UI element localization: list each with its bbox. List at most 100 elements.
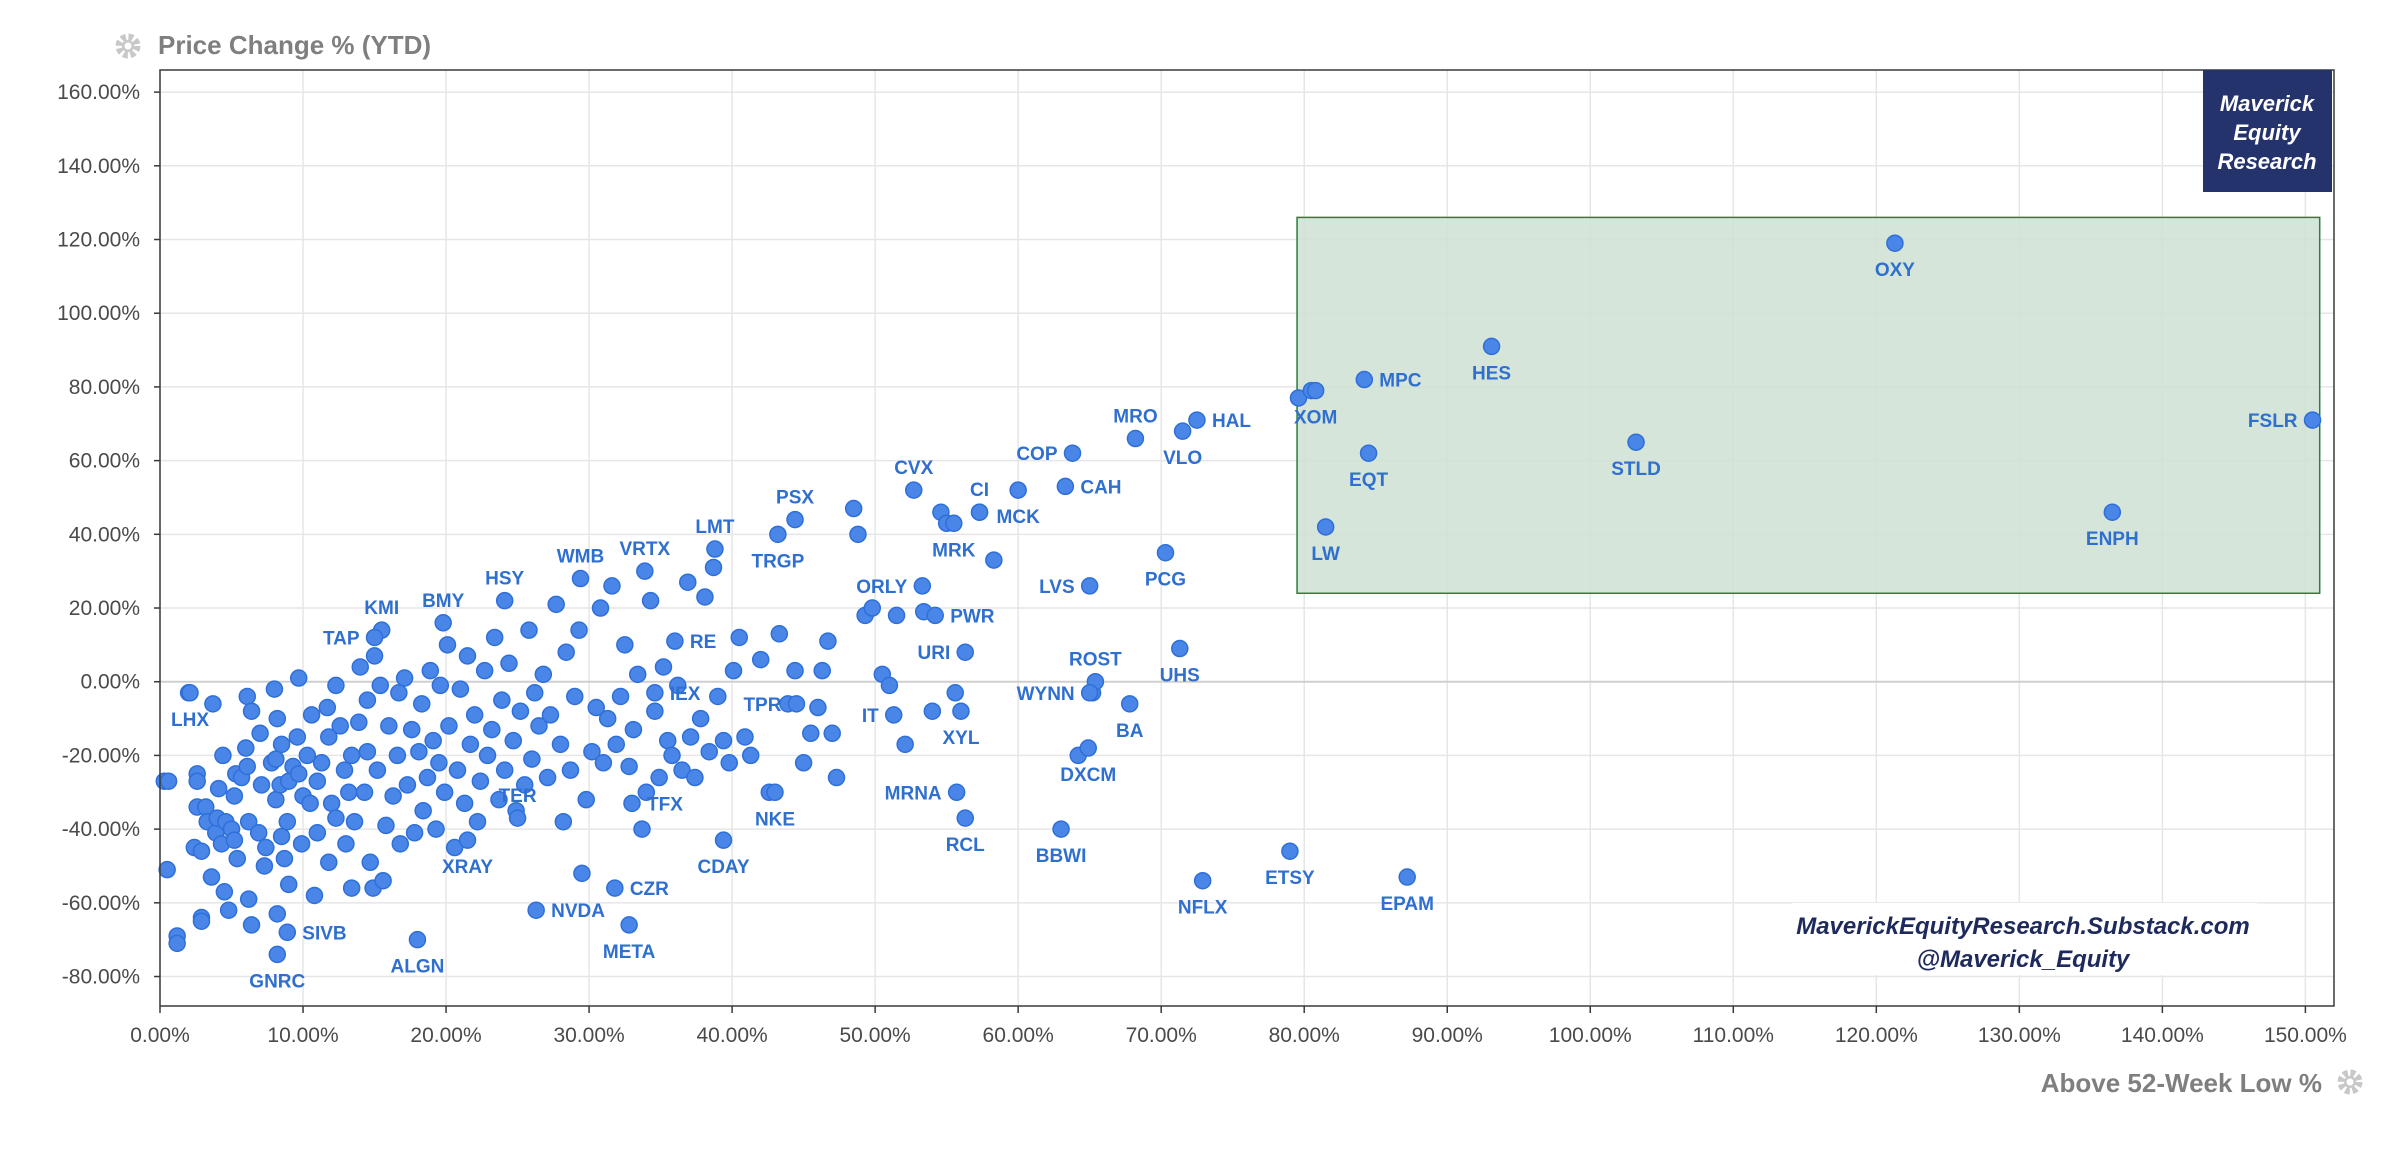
x-tick-label: 110.00% <box>1693 1024 1774 1047</box>
point-label-pwr: PWR <box>950 606 995 627</box>
data-point <box>658 731 677 750</box>
data-point <box>159 772 178 790</box>
data-point <box>272 827 291 846</box>
data-point <box>736 728 754 746</box>
data-point <box>421 661 440 680</box>
data-point <box>465 706 484 724</box>
data-point <box>158 860 176 879</box>
data-point-pcg <box>1156 543 1175 562</box>
point-label-cday: CDAY <box>697 857 749 878</box>
point-label-epam: EPAM <box>1380 894 1433 915</box>
data-point-re <box>666 632 684 650</box>
data-point-wynn <box>1080 684 1099 702</box>
data-point <box>368 761 387 779</box>
y-axis-settings-gear-icon[interactable] <box>115 33 141 59</box>
data-point <box>696 588 714 606</box>
data-point <box>358 691 377 709</box>
data-point <box>289 669 308 687</box>
data-point <box>490 790 508 809</box>
data-point <box>308 824 327 842</box>
data-point-pwr <box>926 606 944 625</box>
data-point-stld <box>1627 433 1645 451</box>
x-tick-label: 40.00% <box>696 1024 767 1047</box>
x-axis-ticks: 0.00% 10.00% 20.00% 30.00% 40.00% 50.00% 60.00… <box>130 1006 2347 1047</box>
point-label-stld: STLD <box>1611 459 1661 480</box>
point-label-oxy: OXY <box>1875 260 1915 281</box>
data-point <box>577 790 595 809</box>
data-point-meta <box>620 916 638 934</box>
data-point <box>637 783 656 802</box>
x-tick-label: 80.00% <box>1269 1024 1340 1047</box>
data-point <box>451 680 470 698</box>
point-label-iex: IEX <box>670 684 701 705</box>
data-point <box>225 787 244 805</box>
data-point <box>809 698 827 717</box>
data-point <box>257 838 275 857</box>
point-label-uhs: UHS <box>1160 666 1200 687</box>
data-point <box>669 676 687 695</box>
data-point <box>827 768 846 787</box>
data-point-nke <box>766 783 784 802</box>
point-label-nflx: NFLX <box>1178 898 1228 919</box>
data-point <box>388 746 407 765</box>
point-label-xom: XOM <box>1294 408 1337 429</box>
point-label-czr: CZR <box>630 879 669 900</box>
point-label-pcg: PCG <box>1145 570 1186 591</box>
x-tick-label: 60.00% <box>983 1024 1054 1047</box>
point-label-vlo: VLO <box>1163 448 1202 469</box>
data-point <box>681 728 700 746</box>
point-label-trgp: TRGP <box>751 551 804 572</box>
point-label-mck: MCK <box>997 507 1041 528</box>
data-point <box>424 731 442 750</box>
data-point <box>887 606 906 625</box>
data-point <box>265 680 284 698</box>
data-point <box>786 661 804 680</box>
data-point <box>880 676 899 695</box>
data-point <box>350 713 368 732</box>
data-point <box>275 849 294 868</box>
data-point <box>267 790 285 809</box>
y-axis-title: Price Change % (YTD) <box>158 30 431 60</box>
data-point <box>561 761 580 779</box>
data-point <box>337 835 355 853</box>
data-point <box>279 875 298 894</box>
point-label-lw: LW <box>1311 544 1340 565</box>
y-tick-label: 140.00% <box>57 155 140 178</box>
data-point <box>251 724 269 743</box>
data-point-mro <box>1126 429 1145 448</box>
data-point <box>523 750 541 768</box>
data-point <box>654 658 673 676</box>
data-point <box>611 687 630 706</box>
data-point <box>700 742 718 761</box>
data-point <box>802 724 820 743</box>
point-label-hes: HES <box>1472 363 1511 384</box>
data-point <box>371 676 390 695</box>
x-axis-settings-gear-icon[interactable] <box>2337 1069 2363 1095</box>
data-point-fslr <box>2303 411 2322 429</box>
data-point <box>823 724 841 743</box>
data-point-bbwi <box>1052 820 1070 838</box>
data-point <box>720 754 738 772</box>
x-tick-label: 0.00% <box>130 1024 190 1047</box>
data-point <box>188 772 206 790</box>
data-point-gnrc <box>268 945 287 964</box>
branding-backdrop <box>1792 903 2257 975</box>
x-tick-label: 100.00% <box>1549 1024 1632 1047</box>
data-point <box>458 647 477 665</box>
data-point <box>312 754 331 772</box>
data-point-uri <box>956 643 974 661</box>
data-point-nflx <box>1193 871 1212 890</box>
data-point-cah <box>1056 477 1075 496</box>
data-point <box>414 801 432 820</box>
highlight-region <box>1296 216 2321 595</box>
data-point <box>228 849 246 868</box>
data-point <box>345 812 364 831</box>
data-point <box>607 735 626 754</box>
data-point <box>500 654 518 673</box>
data-point <box>641 591 660 610</box>
x-tick-label: 30.00% <box>553 1024 624 1047</box>
data-point <box>320 853 338 872</box>
data-point <box>320 728 338 746</box>
data-point <box>410 742 428 761</box>
data-point <box>384 787 402 805</box>
